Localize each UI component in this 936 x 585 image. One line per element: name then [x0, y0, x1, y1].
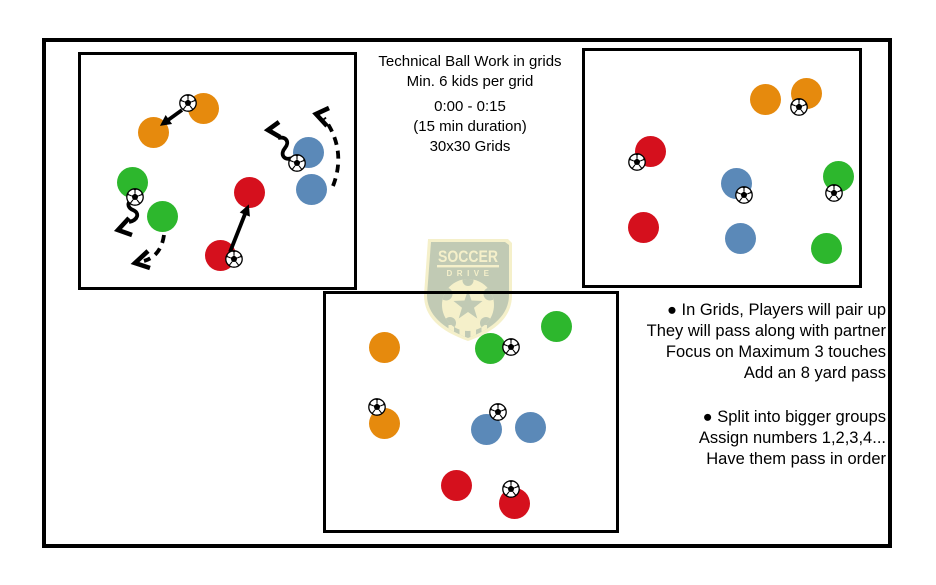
arrow-chevron — [312, 105, 330, 128]
instruction-line: Add an 8 yard pass — [743, 364, 886, 382]
pass-arrow-line — [228, 208, 249, 253]
grid-top-right — [582, 48, 862, 288]
instruction-line: Assign numbers 1,2,3,4... — [698, 429, 886, 447]
instructions-pair-block: ● In Grids, Players will pair up They wi… — [612, 300, 886, 384]
instruction-line: They will pass along with partner — [646, 322, 886, 340]
grid-top-left — [78, 52, 357, 290]
run-dashed-path — [143, 234, 166, 263]
drill-info-block: Technical Ball Work in grids Min. 6 kids… — [357, 52, 583, 157]
soccer-ball-icon — [368, 398, 386, 416]
grid-bottom-center — [323, 291, 619, 533]
logo-title: SOCCER — [438, 248, 498, 266]
logo-subtitle: DRIVE — [447, 269, 494, 278]
player-dot-red — [233, 176, 265, 208]
drill-title: Technical Ball Work in grids — [378, 53, 562, 70]
player-dot-red — [627, 211, 659, 243]
soccer-ball-icon — [502, 338, 520, 356]
run-dashed-path — [322, 116, 341, 187]
drill-min-kids: Min. 6 kids per grid — [406, 73, 534, 90]
player-dot-blue — [724, 222, 756, 254]
player-dot-red — [440, 469, 472, 501]
soccer-ball-icon — [825, 184, 843, 202]
player-dot-blue — [514, 411, 546, 443]
arrow-chevron — [113, 216, 133, 238]
player-dot-green — [810, 232, 842, 264]
player-dot-green — [474, 332, 506, 364]
soccer-ball-icon — [225, 250, 243, 268]
player-dot-orange — [368, 331, 400, 363]
pass-arrowhead — [239, 204, 250, 217]
soccer-drive-logo-icon: SOCCER DRIVE — [424, 239, 512, 341]
soccer-ball-icon — [126, 188, 144, 206]
logo-star — [453, 290, 483, 319]
soccer-ball-icon — [288, 154, 306, 172]
soccer-ball-icon — [790, 98, 808, 116]
soccer-ball-icon — [502, 480, 520, 498]
grid-top-left-annotations — [113, 105, 341, 271]
instruction-line: Focus on Maximum 3 touches — [665, 343, 886, 361]
dribble-squiggle-path — [277, 135, 294, 161]
soccer-ball-icon — [489, 403, 507, 421]
soccer-ball-icon — [735, 186, 753, 204]
arrow-chevron — [263, 120, 282, 139]
instruction-line: ● Split into bigger groups — [702, 408, 886, 426]
logo-divider — [437, 265, 499, 268]
player-dot-green — [540, 310, 572, 342]
player-dot-green — [146, 200, 178, 232]
player-dot-orange — [749, 83, 781, 115]
soccer-ball-icon — [628, 153, 646, 171]
instruction-line: ● In Grids, Players will pair up — [666, 301, 886, 319]
player-dot-blue — [295, 173, 327, 205]
soccer-ball-icon — [179, 94, 197, 112]
drill-grid-size: 30x30 Grids — [429, 138, 511, 155]
arrow-chevron — [130, 249, 151, 271]
instructions-group-block: ● Split into bigger groups Assign number… — [612, 407, 886, 470]
diagram-outer-border — [42, 38, 892, 548]
instruction-line: Have them pass in order — [706, 450, 886, 468]
pass-arrowhead — [159, 115, 173, 126]
drill-time-range: 0:00 - 0:15 — [434, 98, 506, 115]
drill-duration: (15 min duration) — [413, 118, 527, 135]
